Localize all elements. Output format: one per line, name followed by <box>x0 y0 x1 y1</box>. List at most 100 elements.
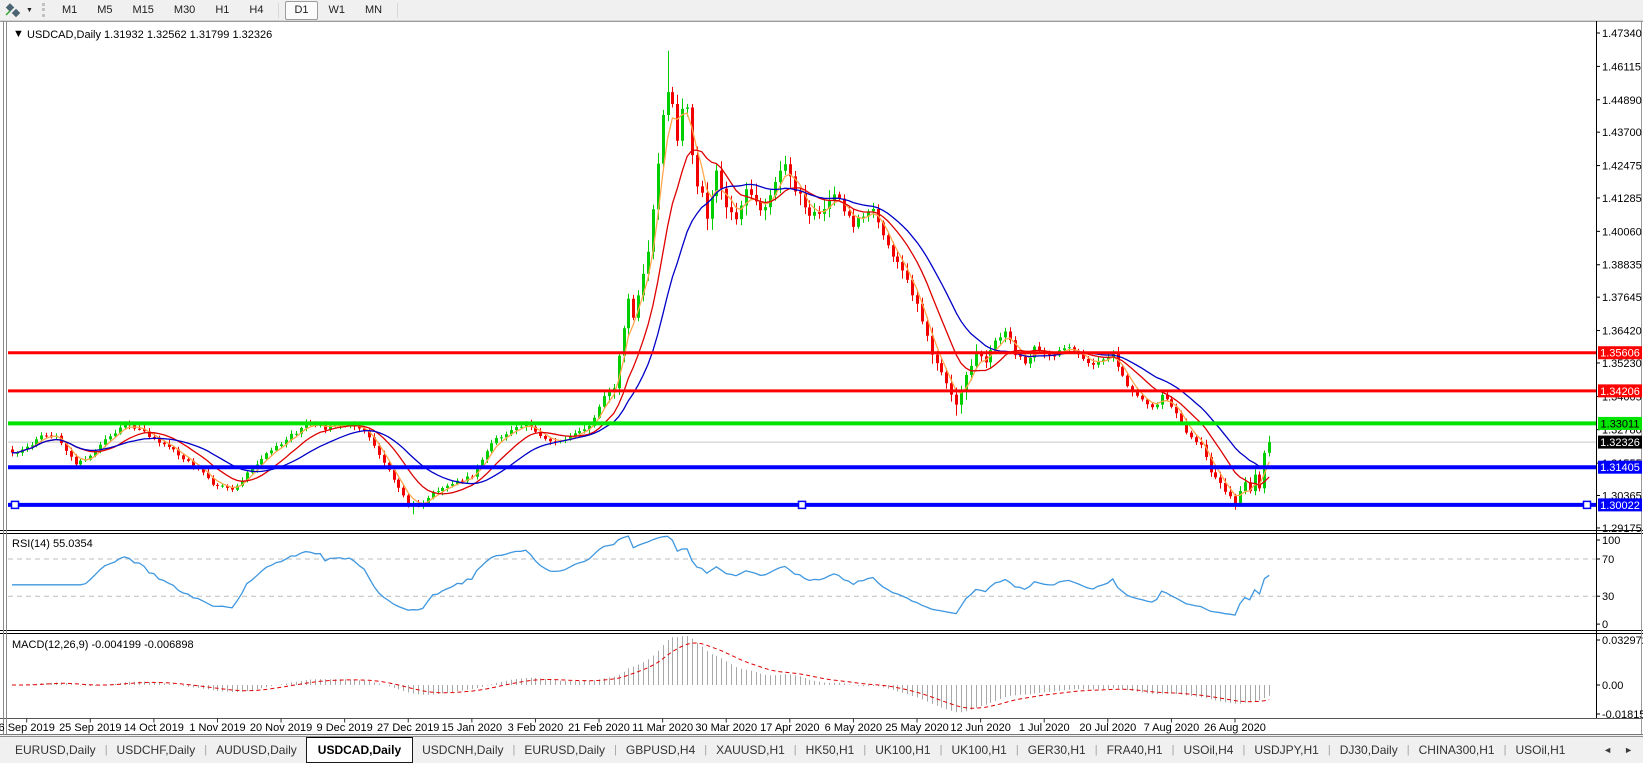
timeframe-button-m30[interactable]: M30 <box>165 1 204 20</box>
chart-tab-eurusd-daily[interactable]: EURUSD,Daily <box>15 743 96 757</box>
date-tick-label: 6 Sep 2019 <box>0 722 55 734</box>
chart-tab-usdcnh-daily[interactable]: USDCNH,Daily <box>422 743 504 757</box>
macd-panel <box>12 636 1270 713</box>
price-tick-label: 1.42475 <box>1602 161 1642 173</box>
chart-tab-audusd-daily[interactable]: AUDUSD,Daily <box>216 743 297 757</box>
rsi-tick-label: 70 <box>1602 554 1614 566</box>
date-tick-label: 3 Feb 2020 <box>508 722 564 734</box>
date-tick-label: 20 Jul 2020 <box>1079 722 1136 734</box>
macd-tick-label: 0.00 <box>1602 680 1623 692</box>
chart-tab-usoil-h4[interactable]: USOil,H4 <box>1183 743 1234 757</box>
tab-separator: | <box>1327 744 1331 756</box>
timeframe-button-m15[interactable]: M15 <box>124 1 163 20</box>
price-axis: 1.47340 1.46115 1.44890 1.43700 1.42475 1.412… <box>1596 21 1643 721</box>
chart-tab-uk100-h1[interactable]: UK100,H1 <box>951 743 1007 757</box>
date-tick-label: 15 Jan 2020 <box>442 722 503 734</box>
chart-tabs: EURUSD,Daily | USDCHF,Daily | AUDUSD,Daily US… <box>6 737 1574 763</box>
price-tick-label: 1.38835 <box>1602 260 1642 272</box>
svg-text:1.33011: 1.33011 <box>1601 418 1640 430</box>
date-tick-label: 20 Nov 2019 <box>250 722 312 734</box>
price-flags: 1.35606 1.34206 1.33011 1.31405 1.30022 1.323… <box>1598 346 1642 512</box>
price-tick-label: 1.35230 <box>1602 358 1642 370</box>
rsi-tick-label: 30 <box>1602 591 1614 603</box>
date-tick-label: 9 Dec 2019 <box>317 722 373 734</box>
date-tick-label: 6 May 2020 <box>825 722 882 734</box>
macd-tick-label: -0.018154 <box>1602 709 1643 721</box>
date-tick-label: 25 Sep 2019 <box>59 722 121 734</box>
level-flag-1.34206: 1.34206 <box>1598 384 1642 398</box>
macd-histogram <box>22 636 1270 713</box>
ma-slow <box>11 183 1270 485</box>
chart-type-dropdown-icon[interactable]: ▼ <box>26 6 33 14</box>
tab-separator: | <box>1015 744 1019 756</box>
tab-separator: | <box>1094 744 1098 756</box>
date-tick-label: 1 Nov 2019 <box>189 722 245 734</box>
tab-scroll-right-icon[interactable]: ► <box>1624 745 1633 755</box>
toolbar-separator <box>397 2 399 18</box>
price-chart[interactable]: 1.47340 1.46115 1.44890 1.43700 1.42475 1.412… <box>0 21 1643 735</box>
tab-separator: | <box>704 744 708 756</box>
panel-separators <box>0 21 1643 735</box>
chart-tab-hk50-h1[interactable]: HK50,H1 <box>805 743 855 757</box>
timeframe-button-h4[interactable]: H4 <box>240 1 272 20</box>
date-tick-label: 1 Jul 2020 <box>1019 722 1070 734</box>
level-flag-1.33011: 1.33011 <box>1598 416 1642 430</box>
price-tick-label: 1.37645 <box>1602 292 1642 304</box>
chart-tab-ger30-h1[interactable]: GER30,H1 <box>1027 743 1086 757</box>
chart-tab-usdchf-daily[interactable]: USDCHF,Daily <box>116 743 196 757</box>
current-price-flag: 1.32326 <box>1598 435 1642 449</box>
chart-tab-dj30-daily[interactable]: DJ30,Daily <box>1339 743 1398 757</box>
symbol-dropdown-icon[interactable]: ▼ <box>13 28 24 40</box>
rsi-panel <box>8 535 1596 616</box>
chart-tab-eurusd-daily[interactable]: EURUSD,Daily <box>524 743 606 757</box>
timeframe-button-m5[interactable]: M5 <box>88 1 121 20</box>
level-flag-1.31405: 1.31405 <box>1598 460 1642 474</box>
chart-tab-usdjpy-h1[interactable]: USDJPY,H1 <box>1254 743 1319 757</box>
hline-handle[interactable] <box>1582 500 1592 510</box>
rsi-line <box>12 535 1270 616</box>
date-tick-label: 14 Oct 2019 <box>124 722 184 734</box>
price-tick-label: 1.46115 <box>1602 61 1641 73</box>
chart-tab-gbpusd-h4[interactable]: GBPUSD,H4 <box>625 743 696 757</box>
rsi-tick-label: 0 <box>1602 619 1608 631</box>
price-tick-label: 1.47340 <box>1602 28 1642 40</box>
chart-tab-china300-h1[interactable]: CHINA300,H1 <box>1418 743 1495 757</box>
tab-separator: | <box>939 744 943 756</box>
toolbar-grip[interactable] <box>41 3 45 17</box>
date-tick-label: 25 May 2020 <box>885 722 949 734</box>
macd-tick-label: 0.032972 <box>1602 635 1643 647</box>
tab-separator: | <box>1242 744 1246 756</box>
chart-type-icon[interactable] <box>4 2 23 18</box>
timeframe-button-mn[interactable]: MN <box>356 1 391 20</box>
svg-text:1.32326: 1.32326 <box>1600 437 1640 449</box>
tab-separator: | <box>1171 744 1175 756</box>
tab-scroll-left-icon[interactable]: ◄ <box>1603 745 1613 755</box>
rsi-tick-label: 100 <box>1602 535 1620 547</box>
chart-tab-usdcad-daily[interactable]: USDCAD,Daily <box>305 737 414 763</box>
timeframe-button-w1[interactable]: W1 <box>320 1 355 20</box>
macd-label: MACD(12,26,9) -0.004199 -0.006898 <box>12 639 194 651</box>
price-tick-label: 1.36420 <box>1602 326 1642 338</box>
chart-tab-xauusd-h1[interactable]: XAUUSD,H1 <box>716 743 785 757</box>
level-flag-1.35606: 1.35606 <box>1598 346 1642 360</box>
timeframe-button-m1[interactable]: M1 <box>53 1 86 20</box>
date-tick-label: 27 Dec 2019 <box>377 722 439 734</box>
chart-tab-usoil-h1[interactable]: USOil,H1 <box>1515 743 1566 757</box>
hline-handle[interactable] <box>797 500 807 510</box>
svg-text:1.31405: 1.31405 <box>1600 462 1640 474</box>
tab-separator: | <box>863 744 867 756</box>
timeframe-button-h1[interactable]: H1 <box>206 1 238 20</box>
hline-handle[interactable] <box>10 500 20 510</box>
toolbar-separator <box>278 2 280 18</box>
chart-tab-fra40-h1[interactable]: FRA40,H1 <box>1106 743 1163 757</box>
timeframe-button-d1[interactable]: D1 <box>285 0 318 20</box>
tab-separator: | <box>512 744 516 756</box>
date-tick-label: 11 Mar 2020 <box>632 722 693 734</box>
price-tick-label: 1.40060 <box>1602 226 1642 238</box>
chart-tabs-bar: EURUSD,Daily | USDCHF,Daily | AUDUSD,Daily US… <box>0 736 1643 763</box>
hline-1.30022[interactable] <box>8 500 1596 510</box>
date-tick-label: 26 Aug 2020 <box>1204 722 1266 734</box>
date-tick-label: 30 Mar 2020 <box>695 722 757 734</box>
chart-canvas: 1.47340 1.46115 1.44890 1.43700 1.42475 1.412… <box>0 21 1643 735</box>
chart-tab-uk100-h1[interactable]: UK100,H1 <box>875 743 931 757</box>
